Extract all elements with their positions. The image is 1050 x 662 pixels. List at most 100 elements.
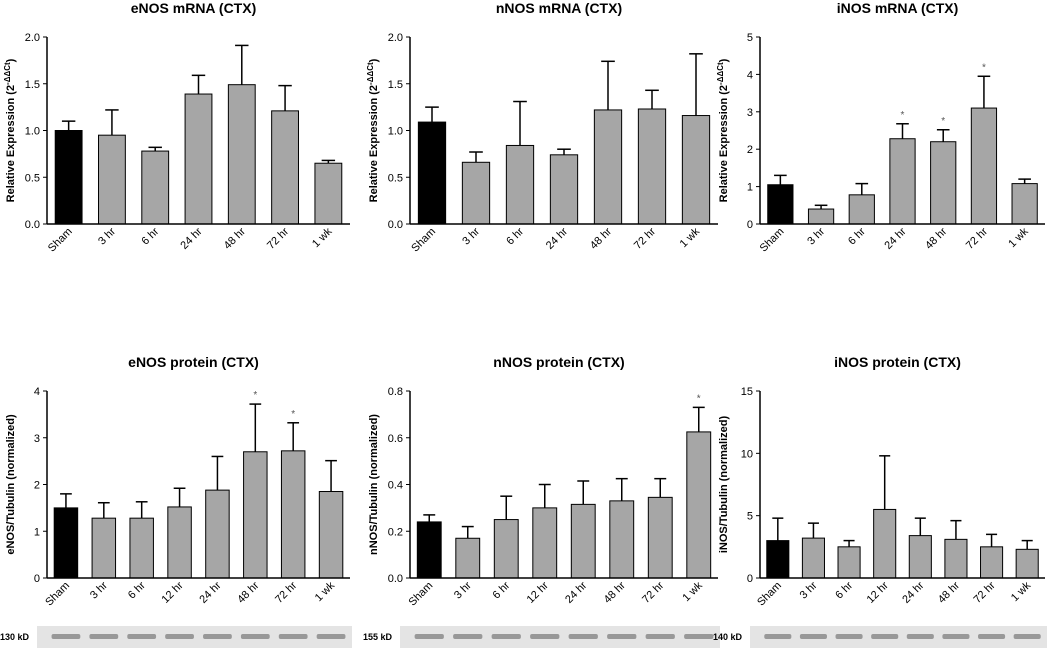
bar xyxy=(637,108,667,225)
blot-label: 155 kD xyxy=(363,632,393,642)
bar xyxy=(944,538,968,579)
y-tick-label: 1.0 xyxy=(25,126,40,138)
y-tick-label: 0.2 xyxy=(388,526,403,538)
x-tick-label: 6 hr xyxy=(504,225,526,247)
bar xyxy=(681,115,711,225)
x-tick-label: 24 hr xyxy=(900,579,926,605)
blot-band xyxy=(530,634,560,639)
significance-marker: * xyxy=(901,110,905,121)
blot-band xyxy=(491,634,521,639)
y-tick-label: 1.5 xyxy=(25,79,40,91)
x-tick-label: 12 hr xyxy=(525,579,551,605)
y-axis-label: nNOS/Tubulin (normalized) xyxy=(368,414,380,555)
y-tick-label: 3 xyxy=(747,107,753,119)
bar xyxy=(505,144,535,225)
blot-band xyxy=(165,634,194,639)
blot-band xyxy=(871,634,899,639)
significance-marker: * xyxy=(253,390,257,401)
y-axis-label-text: Relative Expression (2 xyxy=(5,85,17,202)
blot-strip xyxy=(37,626,352,648)
chart-title: eNOS mRNA (CTX) xyxy=(131,0,257,16)
y-axis-label: iNOS/Tubulin (normalized) xyxy=(718,416,730,554)
y-tick-label: 0.0 xyxy=(25,219,40,231)
y-axis-label-superscript: -ΔΔCt xyxy=(3,62,12,85)
bar xyxy=(184,93,213,225)
bar xyxy=(129,517,154,579)
bar xyxy=(766,540,790,579)
x-tick-label: 48 hr xyxy=(588,225,614,251)
blot-band xyxy=(978,634,1006,639)
x-tick-label: 1 wk xyxy=(1009,579,1034,604)
x-tick-label: Sham xyxy=(407,580,436,609)
x-tick-label: 72 hr xyxy=(971,579,997,605)
bar xyxy=(318,491,344,579)
y-tick-label: 0.0 xyxy=(388,573,403,585)
x-tick-label: 3 hr xyxy=(798,579,820,601)
blot-band xyxy=(51,634,81,639)
y-tick-label: 0.8 xyxy=(388,386,403,398)
blot-band xyxy=(316,634,346,639)
x-tick-label: 72 hr xyxy=(265,225,291,251)
y-axis-label-superscript: -ΔΔCt xyxy=(366,62,375,85)
blot-band xyxy=(203,634,232,639)
x-tick-label: 6 hr xyxy=(126,579,148,601)
bar xyxy=(455,537,481,579)
x-tick-label: Sham xyxy=(758,226,787,255)
blot-band xyxy=(240,634,270,639)
bar xyxy=(54,130,83,225)
blot-band xyxy=(764,634,792,639)
x-tick-label: 24 hr xyxy=(563,579,589,605)
x-tick-label: 48 hr xyxy=(222,225,248,251)
blot-band xyxy=(835,634,863,639)
y-tick-label: 5 xyxy=(747,32,753,44)
x-tick-label: 24 hr xyxy=(882,225,908,251)
y-tick-label: 5 xyxy=(747,511,753,523)
significance-marker: * xyxy=(941,116,945,127)
bar xyxy=(908,535,932,579)
y-tick-label: 0 xyxy=(34,573,40,585)
bar xyxy=(570,503,596,579)
x-tick-label: 3 hr xyxy=(460,225,482,247)
bar xyxy=(53,507,79,579)
y-tick-label: 1 xyxy=(747,182,753,194)
y-tick-label: 1.5 xyxy=(388,79,403,91)
chart-title: nNOS protein (CTX) xyxy=(493,354,624,370)
y-tick-label: 1.0 xyxy=(388,126,403,138)
y-tick-label: 1 xyxy=(34,526,40,538)
y-axis-label-text: nNOS/Tubulin (normalized) xyxy=(368,414,380,555)
bar xyxy=(532,507,558,579)
bar xyxy=(807,208,835,225)
chart-title: iNOS mRNA (CTX) xyxy=(837,0,959,16)
significance-marker: * xyxy=(982,62,986,73)
bar xyxy=(686,431,712,579)
bar xyxy=(609,500,635,579)
y-axis-label-superscript: -ΔΔCt xyxy=(716,62,725,85)
x-tick-label: 1 wk xyxy=(680,579,705,604)
x-tick-label: Sham xyxy=(409,226,438,255)
x-tick-label: 24 hr xyxy=(544,225,570,251)
y-tick-label: 2.0 xyxy=(388,32,403,44)
bar xyxy=(280,450,306,579)
blot-band xyxy=(127,634,157,639)
bar xyxy=(205,489,230,579)
significance-marker: * xyxy=(697,393,701,404)
x-tick-label: Sham xyxy=(46,226,75,255)
y-tick-label: 10 xyxy=(741,448,753,460)
y-tick-label: 0.5 xyxy=(388,172,403,184)
bar xyxy=(1011,183,1038,225)
bar xyxy=(970,107,998,225)
y-axis-label-end: ) xyxy=(5,58,17,62)
bar xyxy=(243,451,268,579)
bar xyxy=(873,508,897,579)
blot-label: 130 kD xyxy=(0,632,30,642)
y-axis-label: Relative Expression (2-ΔΔCt) xyxy=(366,58,380,202)
blot-band xyxy=(906,634,934,639)
x-tick-label: 48 hr xyxy=(936,579,962,605)
x-tick-label: 3 hr xyxy=(96,225,118,247)
y-tick-label: 2 xyxy=(747,144,753,156)
x-tick-label: 3 hr xyxy=(452,579,474,601)
chart-title: nNOS mRNA (CTX) xyxy=(496,0,622,16)
y-tick-label: 4 xyxy=(34,386,40,398)
y-axis-label-text: iNOS/Tubulin (normalized) xyxy=(718,416,730,554)
